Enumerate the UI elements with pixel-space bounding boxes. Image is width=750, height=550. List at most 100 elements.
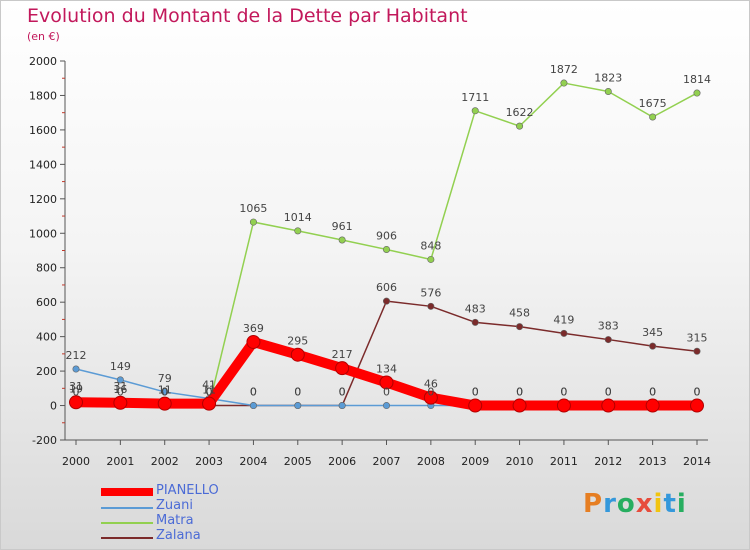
data-label-zalana: 458: [509, 307, 530, 320]
data-label-zuani: 149: [110, 360, 131, 373]
data-label-matra: 1065: [239, 202, 267, 215]
y-tick-label: 1200: [29, 193, 57, 206]
legend-label-zuani: Zuani: [156, 498, 193, 513]
data-point-pianello: [690, 398, 704, 413]
data-label-matra: 848: [420, 239, 441, 252]
x-tick-label: 2003: [195, 455, 223, 468]
proxiti-logo: Proxiti: [583, 489, 687, 519]
data-label-pianello: 11: [158, 384, 172, 397]
y-tick-label: 1400: [29, 158, 57, 171]
data-label-matra: 906: [376, 229, 397, 242]
data-point-zuani: [161, 388, 169, 396]
y-tick-label: 2000: [29, 55, 57, 68]
data-label-matra: 1014: [284, 211, 312, 224]
data-label-pianello: 0: [605, 386, 612, 399]
x-tick-label: 2009: [461, 455, 489, 468]
y-tick-label: 1600: [29, 124, 57, 137]
x-tick-label: 2012: [594, 455, 622, 468]
data-label-zuani: 0: [649, 386, 656, 399]
data-point-pianello: [468, 398, 483, 413]
data-point-zalana: [471, 318, 479, 326]
data-label-zalana: 0: [206, 386, 213, 399]
data-point-zalana: [693, 347, 701, 355]
data-label-zalana: 606: [376, 281, 397, 294]
data-point-matra: [249, 218, 257, 226]
y-tick-label: 200: [36, 365, 57, 378]
data-label-matra: 0: [73, 386, 80, 399]
data-label-matra: 1622: [506, 106, 534, 119]
data-point-zalana: [604, 336, 612, 344]
data-label-matra: 1675: [639, 97, 667, 110]
data-label-zalana: 576: [420, 286, 441, 299]
data-point-pianello: [69, 395, 83, 410]
data-point-pianello: [202, 396, 217, 411]
data-label-zalana: 31: [113, 380, 127, 393]
data-label-pianello: 19: [69, 382, 83, 395]
data-label-zuani: 79: [158, 372, 172, 385]
x-tick-label: 2010: [506, 455, 534, 468]
data-point-matra: [604, 87, 612, 95]
y-tick-label: 1000: [29, 227, 57, 240]
chart-title: Evolution du Montant de la Dette par Hab…: [27, 5, 468, 27]
data-label-matra: 1814: [683, 73, 711, 86]
legend-label-pianello: PIANELLO: [156, 483, 219, 498]
y-tick-label: 800: [36, 262, 57, 275]
data-point-matra: [693, 89, 701, 97]
x-tick-label: 2011: [550, 455, 578, 468]
data-label-zuani: 0: [605, 386, 612, 399]
data-label-pianello: 11: [202, 384, 216, 397]
legend-swatch-pianello: [101, 488, 153, 496]
data-label-zuani: 0: [427, 386, 434, 399]
data-point-zalana: [560, 329, 568, 337]
data-point-zuani: [382, 402, 390, 410]
data-point-zalana: [382, 297, 390, 305]
x-tick-label: 2014: [683, 455, 711, 468]
data-label-zuani: 0: [516, 386, 523, 399]
data-label-pianello: 217: [332, 348, 353, 361]
data-label-pianello: 0: [560, 386, 567, 399]
data-label-zuani: 0: [472, 386, 479, 399]
data-label-pianello: 16: [113, 383, 127, 396]
x-tick-label: 2006: [328, 455, 356, 468]
data-label-zuani: 0: [383, 386, 390, 399]
x-tick-label: 2005: [284, 455, 312, 468]
x-tick-label: 2007: [373, 455, 401, 468]
data-label-zalana: 0: [294, 386, 301, 399]
data-label-matra: 1872: [550, 63, 578, 76]
legend-swatch-matra: [101, 522, 153, 524]
data-point-pianello: [379, 375, 394, 390]
data-label-zalana: 31: [69, 380, 83, 393]
data-label-zuani: 0: [694, 386, 701, 399]
data-label-pianello: 0: [694, 386, 701, 399]
data-point-matra: [471, 107, 479, 115]
data-label-zalana: 383: [598, 320, 619, 333]
data-label-pianello: 134: [376, 362, 397, 375]
data-label-matra: 961: [332, 220, 353, 233]
y-tick-label: 0: [50, 400, 57, 413]
data-point-matra: [382, 245, 390, 253]
legend-label-matra: Matra: [156, 513, 194, 528]
data-point-zalana: [649, 342, 657, 350]
data-label-zuani: 0: [294, 386, 301, 399]
x-tick-label: 2013: [639, 455, 667, 468]
data-label-zalana: 0: [250, 386, 257, 399]
x-tick-label: 2000: [62, 455, 90, 468]
data-label-zalana: 0: [161, 386, 168, 399]
data-point-pianello: [423, 390, 438, 405]
y-tick-label: 400: [36, 331, 57, 344]
x-tick-label: 2002: [151, 455, 179, 468]
data-label-pianello: 0: [516, 386, 523, 399]
x-tick-label: 2001: [106, 455, 134, 468]
data-label-matra: 1711: [461, 91, 489, 104]
data-label-pianello: 0: [649, 386, 656, 399]
data-label-pianello: 295: [287, 335, 308, 348]
data-point-pianello: [512, 398, 527, 413]
data-point-zuani: [249, 402, 257, 410]
legend-label-zalana: Zalana: [156, 528, 201, 543]
data-point-zuani: [294, 402, 302, 410]
data-point-pianello: [246, 334, 261, 349]
data-label-matra: 0: [206, 386, 213, 399]
data-point-pianello: [113, 395, 128, 410]
data-label-matra: 0: [161, 386, 168, 399]
